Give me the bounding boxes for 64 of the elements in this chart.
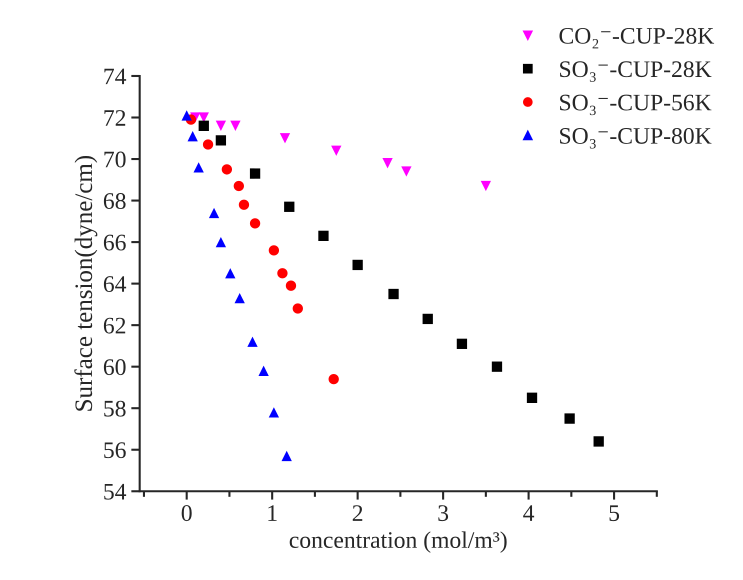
point (564, 413, 575, 424)
x-tick-label: 1 (268, 505, 277, 521)
point (268, 407, 280, 418)
point (247, 336, 258, 347)
y-tick-label: 74 (104, 68, 126, 84)
y-tick-label: 56 (104, 442, 126, 458)
point (208, 208, 220, 218)
point (286, 280, 296, 291)
point (225, 268, 236, 278)
x-tick-label: 4 (523, 505, 534, 521)
point (194, 162, 204, 172)
point (352, 260, 363, 270)
y-tick-label: 64 (104, 276, 126, 292)
point (182, 110, 192, 121)
legend-label: CO₂⁻-CUP-28K (559, 28, 714, 48)
point (216, 236, 226, 248)
point (234, 293, 245, 304)
legend-label: SO₃⁻-CUP-56K (560, 94, 712, 116)
point (526, 392, 538, 403)
x-tick-label: 0 (182, 505, 192, 522)
point (318, 230, 329, 242)
point (331, 146, 342, 156)
y-axis-title: Surface tension(dyne/cm) (74, 156, 98, 411)
point (216, 135, 226, 146)
y-tick-label: 68 (104, 193, 126, 209)
x-tick-label: 5 (610, 505, 620, 522)
point (250, 218, 260, 229)
point (280, 133, 290, 144)
point (188, 131, 198, 142)
point (422, 314, 433, 324)
x-axis-title: concentration (mol/m³) (290, 531, 507, 553)
point (222, 164, 232, 175)
point (268, 245, 280, 256)
point (456, 338, 468, 349)
point (230, 120, 241, 131)
point (202, 139, 214, 150)
point (594, 436, 604, 447)
y-tick-label: 70 (104, 152, 126, 168)
y-tick-label: 54 (104, 484, 126, 500)
y-tick-label: 66 (104, 234, 126, 251)
point (198, 120, 209, 131)
point (234, 180, 244, 192)
point (382, 158, 393, 168)
point (388, 288, 399, 300)
point (492, 362, 502, 372)
point (292, 303, 303, 314)
y-tick-label: 58 (104, 400, 126, 417)
point (238, 200, 250, 210)
point (277, 268, 288, 278)
point (258, 366, 269, 376)
point (480, 180, 492, 192)
legend-label: SO₃⁻-CUP-28K (560, 61, 712, 82)
legend-label: SO₃⁻-CUP-80K (560, 128, 712, 149)
point (282, 450, 292, 462)
point (401, 166, 412, 177)
x-tick-label: 2 (352, 505, 362, 521)
point (284, 202, 294, 212)
point (216, 120, 226, 131)
y-tick-label: 60 (104, 359, 126, 376)
x-tick-label: 3 (438, 505, 448, 522)
point (328, 374, 339, 384)
y-tick-label: 72 (104, 110, 126, 126)
point (250, 168, 260, 179)
y-tick-label: 62 (104, 318, 126, 334)
